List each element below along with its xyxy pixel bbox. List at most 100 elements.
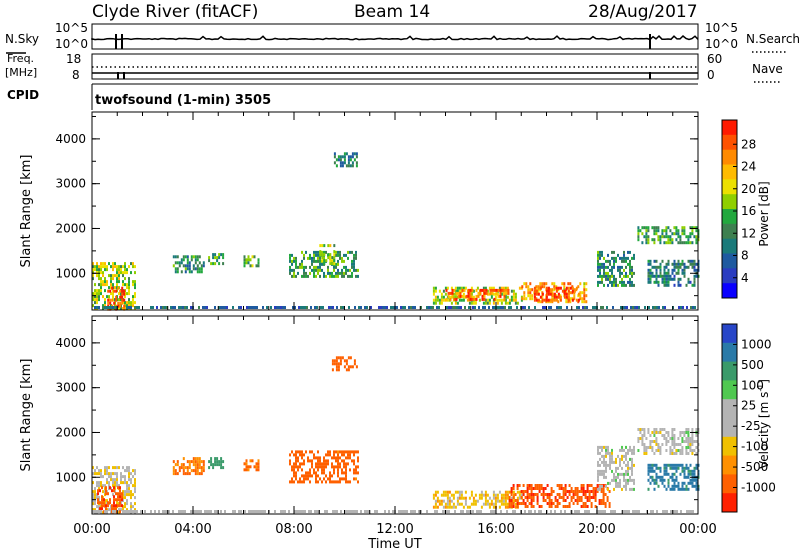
range-cell [303, 271, 305, 275]
range-cell [500, 493, 503, 497]
range-cell [196, 466, 199, 470]
range-cell [218, 262, 221, 266]
range-cell [528, 493, 531, 496]
x-tick-label: 12:00 [376, 522, 413, 537]
range-cell [500, 286, 503, 290]
range-cell [627, 250, 629, 254]
range-cell [341, 155, 344, 159]
range-cell [527, 288, 530, 292]
range-cell [538, 484, 541, 487]
colorbar-swatch [722, 418, 737, 438]
ground-scatter-cell [692, 306, 694, 309]
ground-scatter-cell [460, 306, 462, 309]
range-cell [494, 298, 497, 302]
range-cell [444, 505, 447, 509]
range-cell [333, 471, 335, 475]
range-cell [128, 286, 130, 290]
range-cell [578, 490, 581, 493]
range-cell [691, 452, 694, 455]
range-cell [122, 307, 124, 311]
range-cell [200, 460, 203, 464]
range-cell [134, 502, 136, 506]
range-cell [450, 499, 453, 503]
ground-scatter-cell [292, 306, 294, 309]
range-cell [335, 250, 337, 254]
range-cell [243, 462, 246, 466]
range-cell [681, 466, 684, 470]
range-cell [607, 283, 609, 287]
range-cell [592, 487, 595, 490]
range-cell [297, 450, 299, 454]
ground-scatter-cell [434, 510, 436, 513]
ground-scatter-cell [680, 306, 682, 309]
range-cell [121, 298, 124, 302]
range-cell [617, 472, 619, 476]
range-cell [481, 294, 484, 298]
range-cell [588, 493, 591, 496]
range-cell [317, 259, 319, 263]
range-cell [683, 466, 686, 470]
ground-scatter-cell [222, 306, 224, 309]
range-cell [477, 294, 480, 298]
ground-scatter-cell [180, 306, 182, 309]
range-cell [114, 286, 116, 290]
range-cell [208, 259, 211, 263]
range-cell [621, 271, 623, 275]
range-cell [689, 472, 692, 476]
range-cell [687, 428, 690, 431]
range-cell [621, 265, 623, 269]
range-cell [303, 480, 305, 484]
range-cell [117, 486, 119, 490]
range-cell [94, 490, 96, 494]
range-cell [637, 238, 640, 242]
range-cell [594, 496, 597, 499]
range-cell [100, 268, 102, 272]
range-cell [677, 283, 680, 287]
range-cell [623, 478, 625, 482]
range-cell [196, 463, 199, 467]
range-cell [665, 226, 668, 230]
range-cell [295, 256, 297, 260]
range-cell [311, 268, 313, 272]
range-cell [673, 481, 676, 485]
range-cell [661, 428, 664, 431]
range-cell [249, 465, 252, 469]
range-cell [192, 264, 195, 268]
range-cell [117, 301, 120, 305]
range-cell [301, 450, 303, 454]
range-cell [126, 469, 128, 473]
range-cell [625, 283, 627, 287]
range-cell [351, 152, 354, 156]
range-cell [475, 294, 478, 298]
range-cell [92, 262, 94, 266]
range-cell [516, 505, 519, 508]
range-cell [456, 502, 459, 506]
range-cell [345, 152, 348, 156]
range-cell [572, 490, 575, 493]
range-cell [321, 268, 323, 272]
ground-scatter-cell [238, 306, 240, 309]
range-cell [130, 472, 132, 476]
range-cell [461, 288, 464, 292]
range-cell [601, 253, 603, 257]
range-cell [655, 463, 658, 467]
range-cell [629, 466, 631, 470]
range-cell [315, 477, 317, 481]
range-cell [355, 477, 357, 481]
range-cell [629, 475, 631, 479]
range-cell [665, 229, 668, 233]
range-cell [102, 295, 104, 299]
range-cell [661, 229, 664, 233]
range-cell [94, 292, 96, 296]
range-cell [484, 298, 487, 302]
range-cell [343, 450, 345, 454]
range-cell [621, 280, 623, 284]
ground-scatter-cell [530, 510, 532, 513]
range-cell [349, 453, 351, 457]
range-cell [580, 484, 583, 487]
range-cell [255, 465, 258, 469]
range-cell [588, 499, 591, 502]
range-cell [673, 440, 676, 443]
colorbar-tick-label: 1000 [741, 337, 772, 351]
range-cell [498, 490, 501, 494]
